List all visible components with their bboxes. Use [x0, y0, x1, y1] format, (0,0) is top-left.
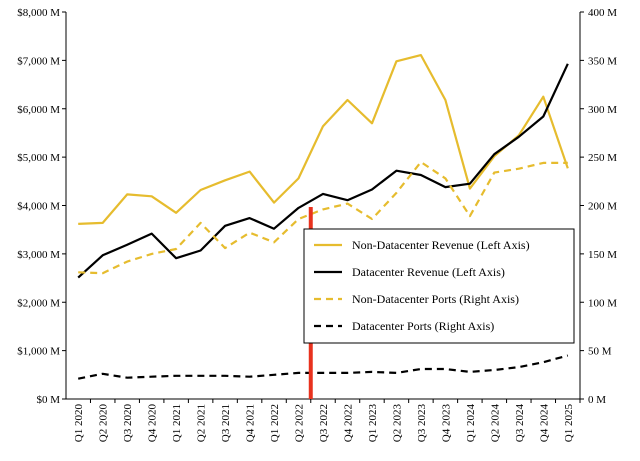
x-axis-tick-label: Q1 2023: [367, 404, 379, 443]
right-axis-tick-label: 400 M: [588, 7, 617, 19]
x-axis-tick-label: Q3 2022: [318, 404, 330, 442]
x-axis-tick-label: Q4 2020: [147, 404, 159, 443]
x-axis-tick-label: Q1 2020: [73, 404, 85, 443]
right-axis-tick-label: 350 M: [588, 55, 617, 67]
left-axis-tick-label: $3,000 M: [17, 249, 60, 261]
right-axis-tick-label: 50 M: [588, 346, 612, 358]
left-axis-tick-label: $6,000 M: [17, 104, 60, 116]
legend-label: Datacenter Revenue (Left Axis): [352, 265, 505, 279]
legend-label: Datacenter Ports (Right Axis): [352, 319, 494, 333]
x-axis-tick-label: Q2 2021: [196, 404, 208, 442]
right-axis-tick-label: 250 M: [588, 152, 617, 164]
legend-label: Non-Datacenter Ports (Right Axis): [352, 292, 519, 306]
left-axis-tick-label: $1,000 M: [17, 346, 60, 358]
right-axis-tick-label: 100 M: [588, 297, 617, 309]
series-line: [78, 160, 568, 275]
left-axis-tick-label: $7,000 M: [17, 55, 60, 67]
right-axis-tick-label: 200 M: [588, 201, 617, 213]
right-axis-tick-label: 150 M: [588, 249, 617, 261]
x-axis-tick-label: Q2 2024: [489, 404, 501, 443]
x-axis-tick-label: Q4 2022: [342, 404, 354, 442]
series-line: [78, 53, 569, 225]
x-axis-tick-label: Q3 2024: [514, 404, 526, 443]
x-axis-tick-label: Q2 2023: [391, 404, 403, 443]
left-axis-tick-label: $8,000 M: [17, 7, 60, 19]
x-axis-tick-label: Q3 2021: [220, 404, 232, 442]
x-axis-tick-label: Q4 2024: [538, 404, 550, 443]
x-axis-tick-label: Q3 2020: [122, 404, 134, 443]
left-axis-tick-label: $0 M: [36, 394, 60, 406]
series-line: [77, 63, 569, 279]
left-axis-tick-label: $4,000 M: [17, 201, 60, 213]
x-axis-tick-label: Q4 2021: [245, 404, 257, 442]
series-line: [77, 354, 569, 380]
legend-box: [303, 228, 575, 344]
right-axis-tick-label: 0 M: [588, 394, 606, 406]
left-axis-tick-label: $2,000 M: [17, 297, 60, 309]
x-axis-tick-label: Q1 2024: [465, 404, 477, 443]
x-axis-tick-label: Q1 2021: [171, 404, 183, 442]
x-axis-tick-label: Q4 2023: [440, 404, 452, 443]
x-axis-tick-label: Q2 2022: [294, 404, 306, 442]
x-axis-tick-label: Q3 2023: [416, 404, 428, 443]
x-axis-tick-label: Q2 2020: [98, 404, 110, 443]
legend-label: Non-Datacenter Revenue (Left Axis): [352, 238, 530, 252]
x-axis-tick-label: Q1 2022: [269, 404, 281, 442]
right-axis-tick-label: 300 M: [588, 104, 617, 116]
left-axis-tick-label: $5,000 M: [17, 152, 60, 164]
x-axis-tick-label: Q1 2025: [563, 404, 575, 443]
